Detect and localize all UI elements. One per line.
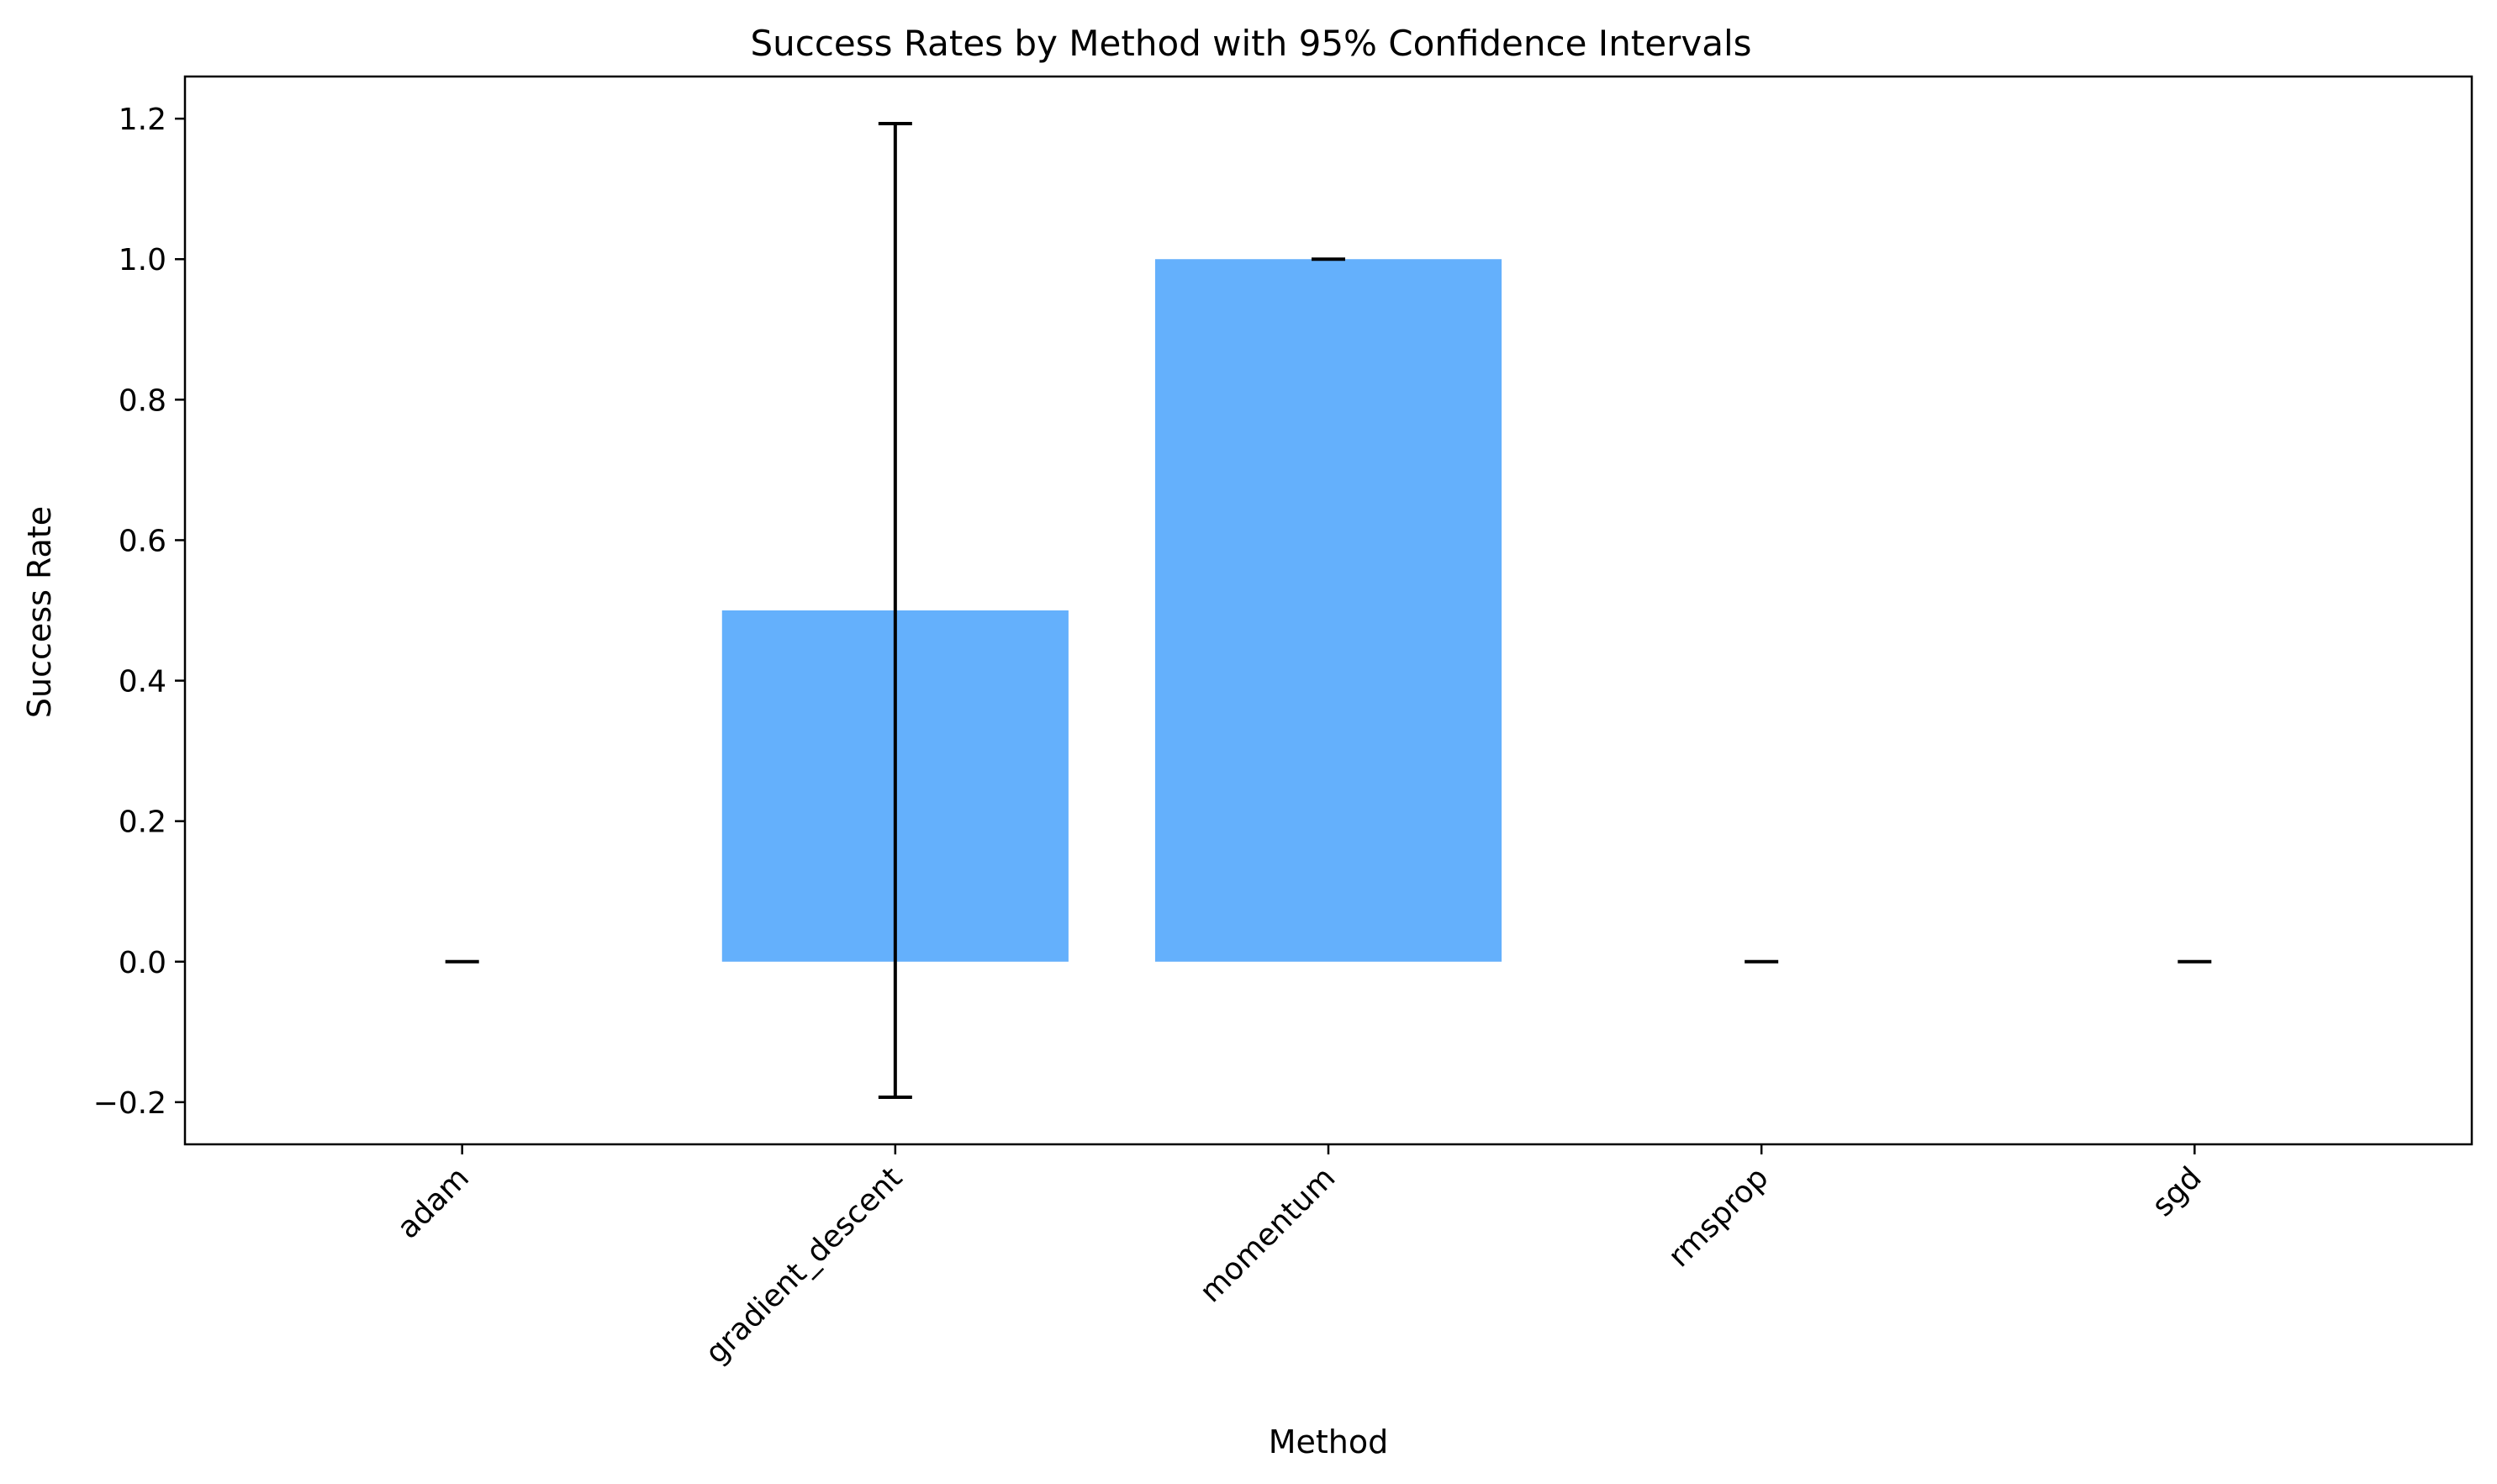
y-tick-label: 1.2 xyxy=(119,103,166,137)
y-axis: −0.2 0.0 0.2 0.4 0.6 0.8 1.0 1.2 xyxy=(93,103,185,1121)
chart-title: Success Rates by Method with 95% Confide… xyxy=(750,23,1751,64)
x-tick-label-adam: adam xyxy=(391,1160,476,1245)
y-tick-label: 0.0 xyxy=(119,946,166,980)
y-tick-label: 0.4 xyxy=(119,665,166,700)
x-axis: adam gradient_descent momentum rmsprop sgd xyxy=(391,1144,2209,1370)
bar-momentum xyxy=(1154,259,1502,962)
x-axis-label: Method xyxy=(1269,1423,1389,1460)
errorbar-gradient_descent xyxy=(878,121,912,1100)
y-tick-label: 0.6 xyxy=(119,524,166,558)
y-tick-label: 0.8 xyxy=(119,383,166,418)
x-tick-label-gradient_descent: gradient_descent xyxy=(699,1160,909,1370)
errorbars-layer xyxy=(445,121,2212,1100)
x-tick-label-momentum: momentum xyxy=(1193,1160,1342,1309)
x-tick-label-sgd: sgd xyxy=(2146,1160,2209,1223)
bars-layer xyxy=(721,259,1502,962)
y-axis-label: Success Rate xyxy=(21,506,58,718)
y-tick-label: 1.0 xyxy=(119,243,166,277)
y-tick-label: −0.2 xyxy=(93,1086,166,1121)
y-tick-label: 0.2 xyxy=(119,805,166,840)
x-tick-label-rmsprop: rmsprop xyxy=(1662,1160,1776,1274)
